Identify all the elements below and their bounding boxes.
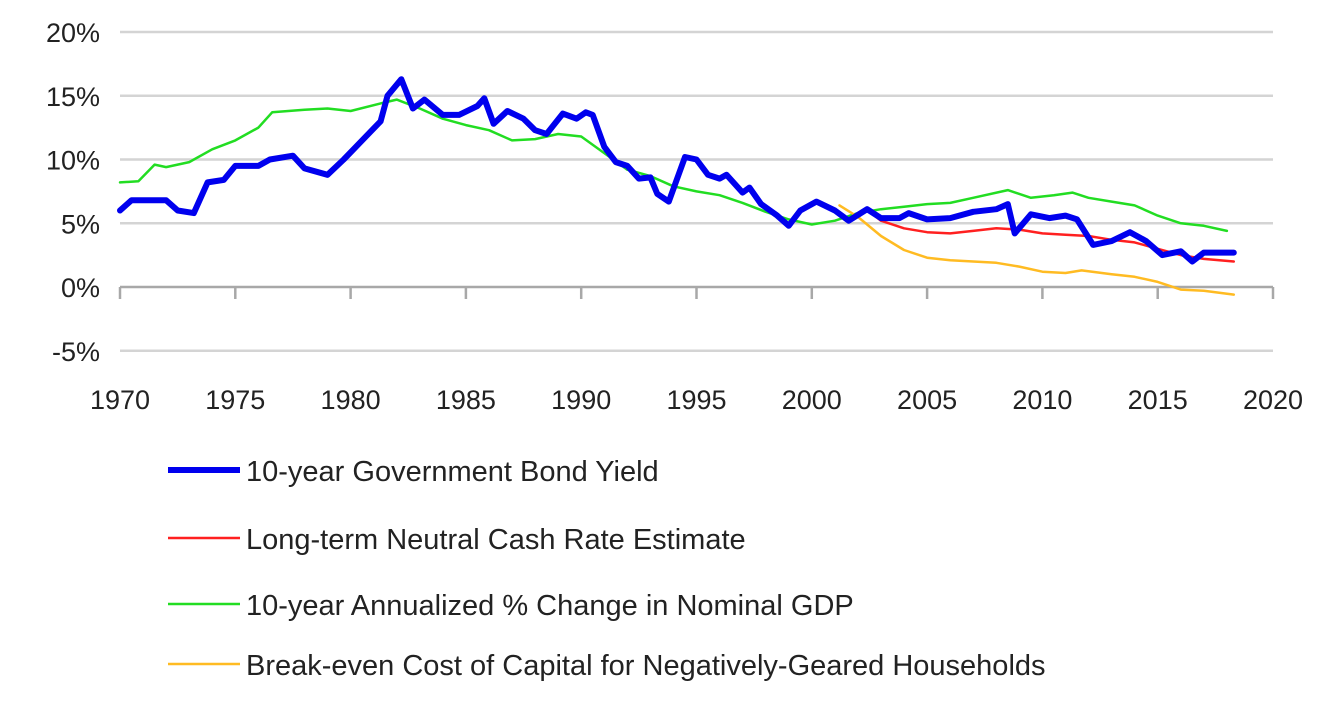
legend-item-nominal-gdp: 10-year Annualized % Change in Nominal G… [168,590,854,622]
y-tick-label: 5% [61,209,100,239]
x-tick-label: 1980 [321,385,381,415]
y-tick-label: 15% [46,82,100,112]
series-line-1 [868,210,1236,263]
x-tick-label: 1975 [205,385,265,415]
x-tick-label: 2005 [897,385,957,415]
x-axis: 1970 1975 1980 1985 1990 1995 2000 2005 2010 2015… [90,285,1303,415]
y-tick-label: 0% [61,273,100,303]
x-tick-label: 1990 [551,385,611,415]
legend-label-nominal-gdp: 10-year Annualized % Change in Nominal G… [246,590,854,622]
x-tick-label: 2015 [1128,385,1188,415]
y-tick-label: 20% [46,18,100,48]
series-lines [117,76,1237,296]
y-tick-label: -5% [52,337,100,367]
x-tick-label: 1985 [436,385,496,415]
legend-label-neutral-cash-rate: Long-term Neutral Cash Rate Estimate [246,524,746,556]
series-line-3 [838,204,1236,296]
x-tick-label: 2010 [1012,385,1072,415]
series-line-2 [118,98,1229,233]
x-tick-label: 1995 [666,385,726,415]
x-tick-label: 2000 [782,385,842,415]
legend-label-bond-yield: 10-year Government Bond Yield [246,456,659,488]
y-tick-label: 10% [46,146,100,176]
legend-item-neutral-cash-rate: Long-term Neutral Cash Rate Estimate [168,524,746,556]
y-axis: 20% 15% 10% 5% 0% -5% [46,18,100,367]
legend-item-bond-yield: 10-year Government Bond Yield [168,456,659,488]
legend-label-break-even: Break-even Cost of Capital for Negativel… [246,650,1046,682]
series-line-0 [117,76,1237,265]
legend: 10-year Government Bond Yield Long-term … [168,456,1046,682]
x-tick-label: 1970 [90,385,150,415]
x-tick-label: 2020 [1243,385,1303,415]
legend-item-break-even: Break-even Cost of Capital for Negativel… [168,650,1046,682]
